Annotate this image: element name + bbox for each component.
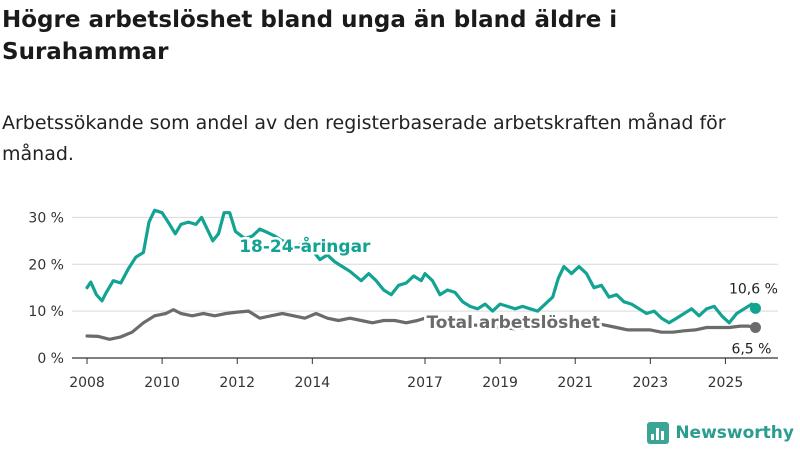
x-tick-label: 2025 [708,375,744,391]
gridlines [72,216,778,359]
x-tick-label: 2017 [407,375,443,391]
series-line-youth [85,208,758,325]
x-tick-label: 2010 [144,375,180,391]
chart-subtitle: Arbetssökande som andel av den registerb… [2,112,726,165]
series-line-total [85,308,758,341]
x-tick-label: 2014 [295,375,331,391]
chart-title: Högre arbetslöshet bland unga än bland ä… [2,7,618,65]
y-tick-label: 20 % [28,257,64,273]
newsworthy-logo: Newsworthy [647,422,794,444]
x-tick-label: 2023 [632,375,668,391]
y-tick-label: 0 % [37,351,64,367]
bar-chart-icon [647,422,670,444]
labels-layer: 18-24-åringar Total arbetslöshet 10,6 % 6,5… [237,233,778,358]
y-tick-label: 30 % [28,210,64,226]
series-label-total: Total arbetslöshet [426,313,600,333]
brand-name: Newsworthy [675,423,794,443]
x-tick-label: 2008 [69,375,105,391]
x-tick-label: 2012 [219,375,255,391]
series-layer [85,208,761,341]
x-axis: 0 % 10 % 20 % 30 % 2008 2010 2012 2014 2017 2019 2… [28,210,743,391]
end-label-youth: 10,6 % [729,281,778,297]
y-tick-label: 10 % [28,304,64,320]
x-tick-label: 2021 [557,375,593,391]
end-label-total: 6,5 % [731,342,771,358]
end-point-youth [749,302,761,314]
end-point-total [749,322,761,334]
series-label-youth: 18-24-åringar [239,235,371,257]
x-tick-label: 2019 [482,375,518,391]
